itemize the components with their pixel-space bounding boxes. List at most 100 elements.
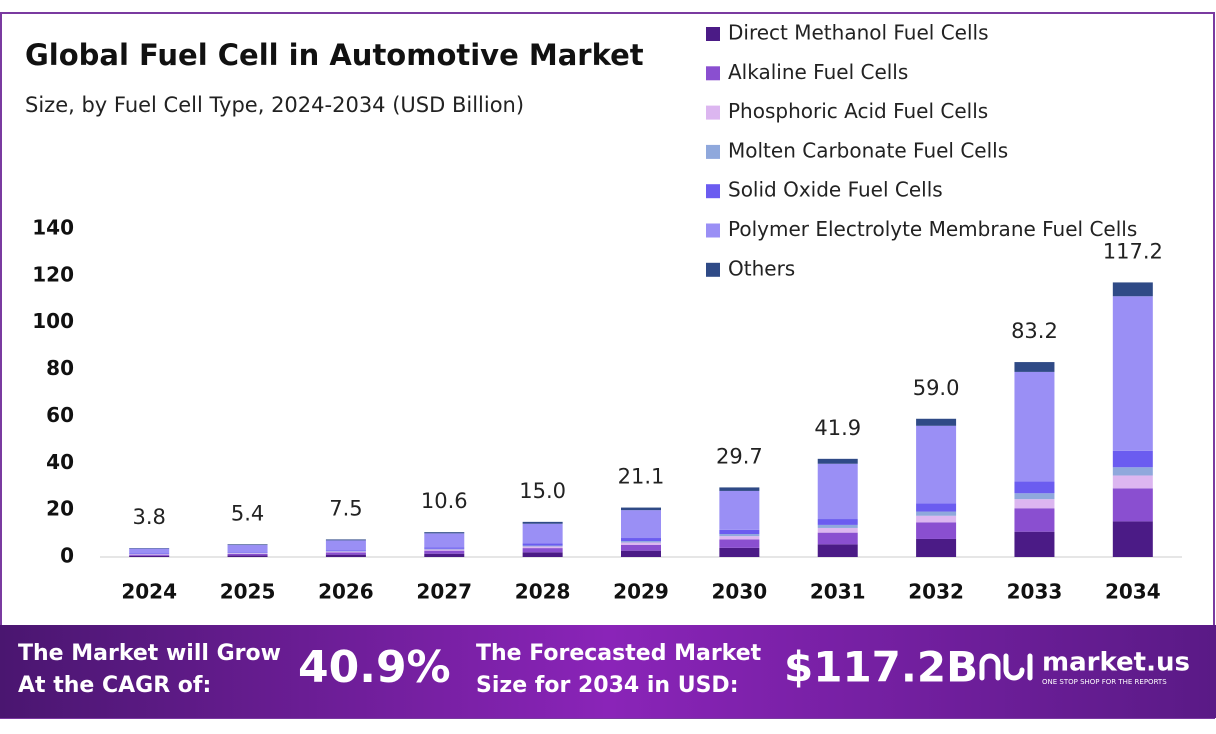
bar-segment xyxy=(818,528,858,533)
bar-segment xyxy=(1113,296,1153,451)
bar-segment xyxy=(1113,451,1153,467)
bar-segment xyxy=(228,545,268,552)
bar-segment xyxy=(818,544,858,557)
total-label: 59.0 xyxy=(913,376,960,400)
bar-segment xyxy=(424,550,464,551)
bar-segment xyxy=(719,548,759,557)
bar-segment xyxy=(916,516,956,523)
bar-segment xyxy=(1014,362,1054,372)
bar-segment xyxy=(129,556,169,557)
bar-segment xyxy=(621,541,661,542)
bar-segment xyxy=(1014,532,1054,557)
bar-segment xyxy=(326,553,366,555)
y-tick-label: 120 xyxy=(32,262,74,286)
bar-segment xyxy=(326,552,366,553)
bar-segment xyxy=(1113,282,1153,296)
bar-segment xyxy=(1014,508,1054,531)
bar-segment xyxy=(621,508,661,511)
bar-segment xyxy=(916,419,956,426)
footer-text: The Forecasted Market xyxy=(476,641,762,666)
bar-segment xyxy=(326,540,366,550)
x-tick-label: 2024 xyxy=(121,580,177,604)
bar-segment xyxy=(1113,467,1153,475)
total-label: 117.2 xyxy=(1103,239,1163,263)
footer-text: Size for 2034 in USD: xyxy=(476,673,739,698)
legend-label: Molten Carbonate Fuel Cells xyxy=(728,138,1008,162)
chart-title: Global Fuel Cell in Automotive Market xyxy=(25,38,644,72)
legend-label: Alkaline Fuel Cells xyxy=(728,60,908,84)
y-tick-label: 0 xyxy=(60,544,74,568)
bar-segment xyxy=(916,539,956,557)
x-tick-label: 2028 xyxy=(515,580,571,604)
bar-segment xyxy=(818,459,858,464)
bar-segment xyxy=(621,538,661,541)
y-tick-label: 80 xyxy=(46,356,74,380)
legend-label: Phosphoric Acid Fuel Cells xyxy=(728,99,988,123)
y-tick-label: 40 xyxy=(46,450,74,474)
bar-segment xyxy=(326,555,366,557)
bar-segment xyxy=(228,554,268,555)
total-label: 83.2 xyxy=(1011,319,1058,343)
x-tick-label: 2033 xyxy=(1007,580,1063,604)
legend-swatch xyxy=(706,224,720,238)
x-tick-label: 2032 xyxy=(908,580,964,604)
legend-swatch xyxy=(706,106,720,120)
bar-segment xyxy=(424,554,464,557)
legend-label: Direct Methanol Fuel Cells xyxy=(728,21,989,45)
bar-segment xyxy=(1014,493,1054,499)
total-label: 5.4 xyxy=(231,501,264,525)
legend-label: Polymer Electrolyte Membrane Fuel Cells xyxy=(728,217,1137,241)
bar-segment xyxy=(1113,488,1153,521)
bar-segment xyxy=(523,543,563,545)
bar-segment xyxy=(129,549,169,554)
bar-segment xyxy=(719,491,759,530)
total-label: 7.5 xyxy=(329,496,362,520)
total-label: 15.0 xyxy=(519,479,566,503)
tagline: ONE STOP SHOP FOR THE REPORTS xyxy=(1042,678,1167,686)
bar-segment xyxy=(818,519,858,525)
bar-segment xyxy=(228,552,268,553)
legend-label: Solid Oxide Fuel Cells xyxy=(728,178,943,202)
bar-segment xyxy=(621,542,661,544)
bar-segment xyxy=(424,549,464,550)
legend-swatch xyxy=(706,27,720,41)
y-tick-label: 140 xyxy=(32,216,74,240)
bar-segment xyxy=(818,525,858,528)
bar-segment xyxy=(326,550,366,551)
bar-segment xyxy=(916,426,956,504)
bar-segment xyxy=(1014,372,1054,482)
bar-segment xyxy=(818,533,858,545)
footer-band xyxy=(0,625,1216,718)
bar-segment xyxy=(916,512,956,516)
bar-segment xyxy=(1113,475,1153,488)
footer-text: The Market will Grow xyxy=(18,641,281,666)
bar-segment xyxy=(818,464,858,519)
bar-segment xyxy=(621,551,661,557)
x-tick-label: 2034 xyxy=(1105,580,1161,604)
x-tick-label: 2031 xyxy=(810,580,866,604)
x-tick-label: 2030 xyxy=(712,580,768,604)
y-tick-label: 100 xyxy=(32,309,74,333)
y-tick-label: 20 xyxy=(46,497,74,521)
bar-segment xyxy=(228,555,268,557)
chart-subtitle: Size, by Fuel Cell Type, 2024-2034 (USD … xyxy=(25,93,524,117)
bar-segment xyxy=(523,546,563,547)
bar-segment xyxy=(1113,521,1153,557)
brand: market.us xyxy=(1042,648,1190,678)
bar-segment xyxy=(1014,482,1054,494)
bar-segment xyxy=(523,548,563,552)
bar-segment xyxy=(129,555,169,556)
bar-segment xyxy=(424,532,464,533)
bar-segment xyxy=(719,536,759,539)
legend-label: Others xyxy=(728,256,795,280)
bar-segment xyxy=(1014,499,1054,508)
cagr-value: 40.9% xyxy=(298,642,451,693)
bar-segment xyxy=(326,539,366,540)
legend-swatch xyxy=(706,66,720,80)
legend-swatch xyxy=(706,184,720,198)
total-label: 3.8 xyxy=(132,505,165,529)
bar-segment xyxy=(719,534,759,536)
bar-segment xyxy=(916,522,956,539)
